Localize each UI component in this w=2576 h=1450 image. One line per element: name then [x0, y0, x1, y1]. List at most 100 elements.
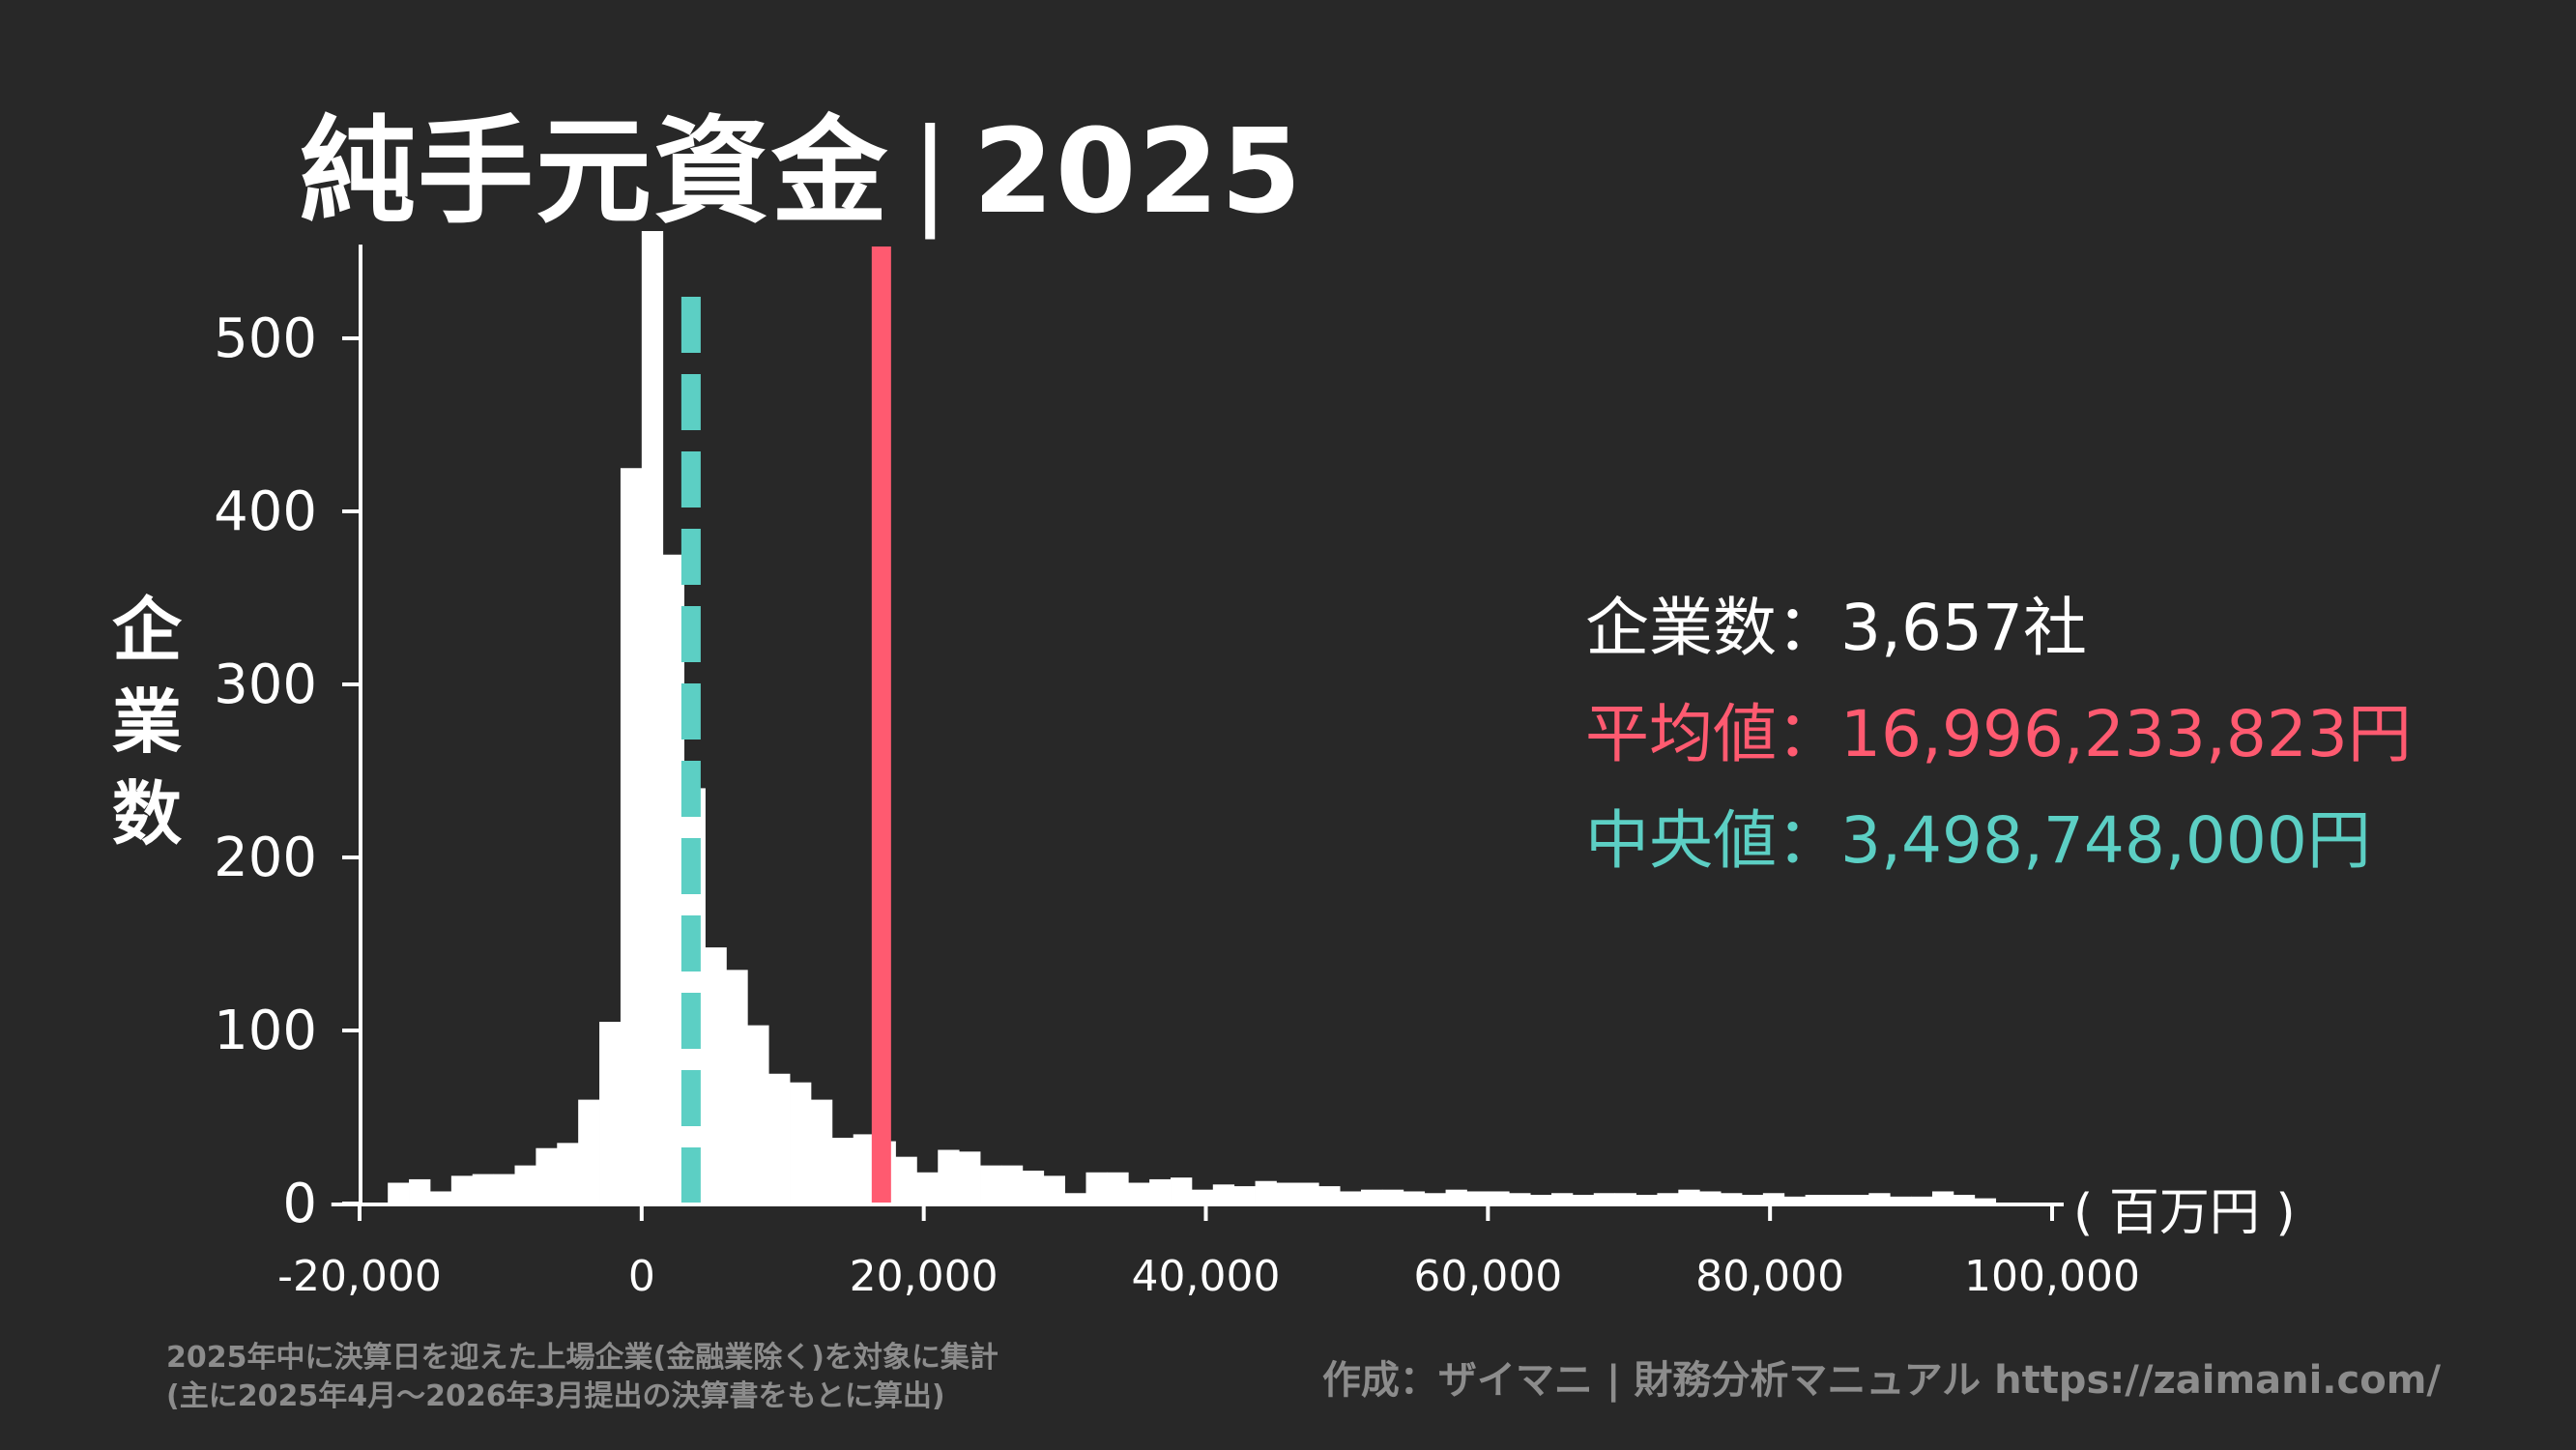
y-axis-label-char-1: 業 — [111, 682, 182, 763]
chart-title: 純手元資金 | 2025 — [300, 77, 1303, 246]
stats-count-value: 3,657社 — [1840, 591, 2087, 665]
y-axis-label-char-2: 数 — [111, 773, 182, 855]
x-tick-label-3: 40,000 — [1132, 1252, 1281, 1301]
stats-median-row: 中央値：3,498,748,000円 — [1585, 788, 2412, 894]
histogram-bar-39 — [1212, 1184, 1235, 1204]
stats-count-label: 企業数 — [1585, 591, 1777, 665]
histogram-bar-66 — [1783, 1196, 1807, 1204]
title-main: 純手元資金 — [300, 105, 889, 240]
histogram-bar-58 — [1614, 1193, 1636, 1204]
histogram-bar-7 — [535, 1147, 558, 1204]
x-tick-label-0: -20,000 — [277, 1252, 442, 1301]
histogram-bar-59 — [1635, 1195, 1658, 1204]
stats-mean-label: 平均値 — [1585, 697, 1777, 771]
histogram-bar-3 — [450, 1175, 474, 1204]
histogram-bar-65 — [1762, 1193, 1785, 1204]
histogram-bar-40 — [1233, 1186, 1256, 1204]
y-axis-label: 企業数 — [108, 585, 186, 860]
stats-count-colon: ： — [1777, 591, 1840, 665]
histogram-bar-44 — [1318, 1186, 1341, 1204]
y-tick-label-4: 400 — [214, 480, 317, 543]
histogram-bar-8 — [557, 1143, 579, 1204]
histogram-bar-45 — [1340, 1191, 1362, 1204]
histogram-bar-72 — [1911, 1196, 1933, 1204]
histogram-bar-28 — [980, 1165, 1002, 1204]
histogram-bar-19 — [790, 1082, 812, 1204]
histogram-bar-61 — [1678, 1189, 1700, 1204]
histogram-bar-67 — [1805, 1195, 1827, 1204]
y-tick-label-1: 100 — [214, 1000, 317, 1062]
histogram-bar-12 — [641, 231, 664, 1204]
histogram-bar-51 — [1466, 1191, 1489, 1204]
y-tick-label-5: 500 — [214, 307, 317, 370]
x-axis-unit-label: ( 百万円 ) — [2073, 1184, 2296, 1242]
histogram-bar-16 — [726, 970, 748, 1204]
histogram-bar-71 — [1890, 1196, 1912, 1204]
x-tick-label-2: 20,000 — [850, 1252, 999, 1301]
histogram-bar-64 — [1741, 1195, 1764, 1204]
histogram-bar-69 — [1847, 1195, 1869, 1204]
histogram-bar-62 — [1699, 1191, 1722, 1204]
histogram-bar-42 — [1276, 1182, 1298, 1204]
histogram-bar-37 — [1171, 1177, 1193, 1204]
footer-note: 2025年中に決算日を迎えた上場企業(金融業除く)を対象に集計 (主に2025年… — [166, 1339, 999, 1416]
histogram-bar-30 — [1022, 1170, 1045, 1204]
histogram-bar-17 — [747, 1025, 769, 1204]
histogram-bar-2 — [429, 1191, 452, 1204]
histogram-bar-11 — [620, 468, 643, 1204]
histogram-bar-33 — [1085, 1172, 1108, 1204]
histogram-bar-15 — [705, 947, 727, 1204]
stats-median-value: 3,498,748,000円 — [1840, 803, 2371, 878]
x-tick-label-5: 80,000 — [1695, 1252, 1844, 1301]
histogram-bar-68 — [1826, 1195, 1848, 1204]
histogram-bar-18 — [768, 1073, 791, 1204]
histogram-bar-50 — [1445, 1189, 1467, 1204]
histogram-bar-13 — [662, 554, 685, 1204]
y-tick-label-0: 0 — [282, 1173, 317, 1235]
y-tick-label-2: 200 — [214, 826, 317, 889]
footer-note-line1: 2025年中に決算日を迎えた上場企業(金融業除く)を対象に集計 — [166, 1341, 999, 1375]
histogram-bar-21 — [831, 1137, 854, 1204]
histogram-bar-60 — [1657, 1193, 1679, 1204]
histogram-bar-46 — [1361, 1189, 1383, 1204]
stats-mean-row: 平均値：16,996,233,823円 — [1585, 682, 2412, 788]
y-axis-label-char-0: 企 — [111, 590, 182, 671]
histogram-bar-49 — [1424, 1193, 1446, 1204]
histogram-bar-70 — [1868, 1193, 1891, 1204]
histogram-bar-55 — [1551, 1193, 1574, 1204]
histogram-bar-48 — [1403, 1191, 1426, 1204]
axes: -20,000 0 20,000 40,000 60,000 80,000 100,000 0… — [214, 245, 2140, 1301]
stats-panel: 企業数：3,657社 平均値：16,996,233,823円 中央値：3,498… — [1585, 575, 2412, 894]
histogram-bar-74 — [1953, 1195, 1976, 1204]
histogram-bar-47 — [1381, 1189, 1404, 1204]
histogram-bar-22 — [853, 1134, 875, 1204]
histogram-bar-56 — [1572, 1195, 1595, 1204]
stats-median-label: 中央値 — [1585, 803, 1777, 878]
y-tick-label-3: 300 — [214, 653, 317, 716]
histogram-bar-5 — [493, 1174, 515, 1204]
histogram-bar-4 — [472, 1174, 495, 1204]
histogram-bar-34 — [1107, 1172, 1129, 1204]
x-tick-label-6: 100,000 — [1964, 1252, 2140, 1301]
histogram-bar-24 — [895, 1156, 917, 1204]
histogram-bar-52 — [1488, 1191, 1510, 1204]
histogram-bar-75 — [1974, 1198, 1997, 1204]
x-tick-label-4: 60,000 — [1413, 1252, 1562, 1301]
histogram-bar-54 — [1530, 1195, 1552, 1204]
histogram-bar-9 — [578, 1099, 600, 1204]
histogram-bar-35 — [1128, 1182, 1150, 1204]
histogram-bar-10 — [599, 1022, 622, 1204]
histogram-bar-53 — [1509, 1193, 1531, 1204]
histogram-bars — [388, 231, 1997, 1204]
histogram-bar-32 — [1064, 1193, 1086, 1204]
histogram-bar-38 — [1191, 1189, 1214, 1204]
histogram-bar-63 — [1721, 1193, 1743, 1204]
title-year: 2025 — [972, 105, 1304, 240]
histogram-bar-27 — [959, 1151, 981, 1204]
histogram-bar-6 — [514, 1165, 536, 1204]
histogram-bar-25 — [916, 1172, 939, 1204]
histogram-bar-31 — [1043, 1175, 1065, 1204]
title-separator: | — [911, 105, 952, 240]
